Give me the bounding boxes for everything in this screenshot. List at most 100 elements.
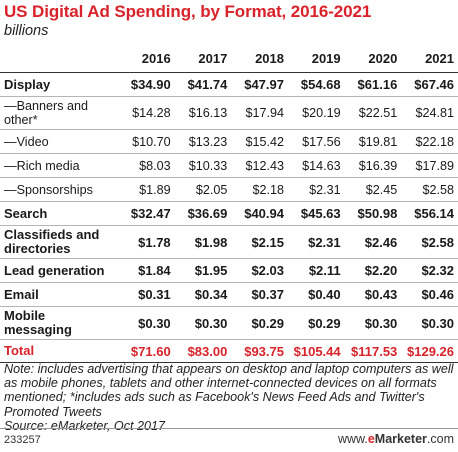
value-cell: $2.32 [401,258,458,283]
chart-title: US Digital Ad Spending, by Format, 2016-… [4,2,372,21]
brand-suffix: .com [426,432,454,446]
row-label: Mobile messaging [0,306,119,340]
total-row: Total $71.60 $83.00 $93.75 $105.44 $117.53 $12… [0,339,458,363]
value-cell: $32.47 [118,201,175,226]
value-cell: $41.74 [174,72,232,97]
value-cell: $36.69 [174,201,232,226]
value-cell: $0.31 [118,282,175,307]
table-row: —Sponsorships $1.89 $2.05 $2.18 $2.31 $2.45 $2… [0,177,458,202]
value-cell: $56.14 [401,201,458,226]
value-cell: $19.81 [344,129,402,154]
total-value-cell: $105.44 [287,339,345,363]
row-label: —Video [0,129,119,154]
chart-id: 233257 [4,434,41,446]
value-cell: $16.13 [174,96,232,130]
value-cell: $10.70 [118,129,175,154]
value-cell: $8.03 [118,153,175,178]
value-cell: $0.30 [174,306,232,340]
value-cell: $14.28 [118,96,175,130]
value-cell: $45.63 [287,201,345,226]
value-cell: $12.43 [231,153,288,178]
table-row: Mobile messaging $0.30 $0.30 $0.29 $0.29 $0.3… [0,306,458,340]
value-cell: $0.29 [287,306,345,340]
total-value-cell: $93.75 [231,339,288,363]
row-label: —Rich media [0,153,119,178]
value-cell: $2.58 [401,177,458,202]
column-header: 2019 [287,45,345,73]
row-label: —Banners and other* [0,96,119,130]
data-table: 2016 2017 2018 2019 2020 2021 Display $34.90 $4… [0,45,458,363]
table-row: —Banners and other* $14.28 $16.13 $17.94 $20… [0,96,458,130]
value-cell: $17.56 [287,129,345,154]
column-header: 2018 [231,45,288,73]
value-cell: $34.90 [118,72,175,97]
value-cell: $2.58 [401,225,458,259]
table-row: Search $32.47 $36.69 $40.94 $45.63 $50.98 $56.… [0,201,458,226]
value-cell: $13.23 [174,129,232,154]
chart-subtitle: billions [4,23,49,39]
row-label: Search [0,201,119,226]
value-cell: $40.94 [231,201,288,226]
value-cell: $0.46 [401,282,458,307]
value-cell: $0.30 [118,306,175,340]
table-row: Display $34.90 $41.74 $47.97 $54.68 $61.16 $67… [0,72,458,97]
column-header: 2020 [344,45,402,73]
value-cell: $0.29 [231,306,288,340]
value-cell: $2.03 [231,258,288,283]
value-cell: $0.30 [344,306,402,340]
value-cell: $1.84 [118,258,175,283]
table-row: Classifieds and directories $1.78 $1.98 $2.… [0,225,458,259]
table-body: Display $34.90 $41.74 $47.97 $54.68 $61.16 $67… [0,72,458,363]
value-cell: $24.81 [401,96,458,130]
table-row: Lead generation $1.84 $1.95 $2.03 $2.11 $2.20… [0,258,458,283]
value-cell: $0.40 [287,282,345,307]
value-cell: $50.98 [344,201,402,226]
source-text: Source: eMarketer, Oct 2017 [4,418,166,433]
column-header: 2017 [174,45,232,73]
value-cell: $2.46 [344,225,402,259]
header-label-cell [0,45,119,73]
row-label: Display [0,72,119,97]
value-cell: $22.51 [344,96,402,130]
table-row: Email $0.31 $0.34 $0.37 $0.40 $0.43 $0.46 [0,282,458,307]
value-cell: $47.97 [231,72,288,97]
value-cell: $0.30 [401,306,458,340]
value-cell: $2.15 [231,225,288,259]
total-value-cell: $117.53 [344,339,402,363]
value-cell: $2.20 [344,258,402,283]
chart-note: Note: includes advertising that appears … [4,362,456,433]
value-cell: $1.78 [118,225,175,259]
value-cell: $2.11 [287,258,345,283]
total-value-cell: $83.00 [174,339,232,363]
value-cell: $2.31 [287,225,345,259]
note-text: Note: includes advertising that appears … [4,362,454,419]
value-cell: $1.98 [174,225,232,259]
row-label: Classifieds and directories [0,225,119,259]
brand-name: Marketer [374,432,427,446]
value-cell: $0.34 [174,282,232,307]
value-cell: $10.33 [174,153,232,178]
brand-prefix: www. [337,432,368,446]
brand-e: e [367,432,375,446]
value-cell: $17.94 [231,96,288,130]
row-label: —Sponsorships [0,177,119,202]
table-row: —Video $10.70 $13.23 $15.42 $17.56 $19.81 $22.… [0,129,458,154]
value-cell: $17.89 [401,153,458,178]
value-cell: $16.39 [344,153,402,178]
total-value-cell: $71.60 [118,339,175,363]
row-label: Email [0,282,119,307]
value-cell: $54.68 [287,72,345,97]
header-row: 2016 2017 2018 2019 2020 2021 [0,45,458,73]
row-label: Lead generation [0,258,119,283]
value-cell: $67.46 [401,72,458,97]
value-cell: $14.63 [287,153,345,178]
value-cell: $22.18 [401,129,458,154]
value-cell: $2.45 [344,177,402,202]
value-cell: $20.19 [287,96,345,130]
total-value-cell: $129.26 [401,339,458,363]
value-cell: $2.05 [174,177,232,202]
value-cell: $15.42 [231,129,288,154]
column-header: 2016 [118,45,175,73]
value-cell: $0.43 [344,282,402,307]
